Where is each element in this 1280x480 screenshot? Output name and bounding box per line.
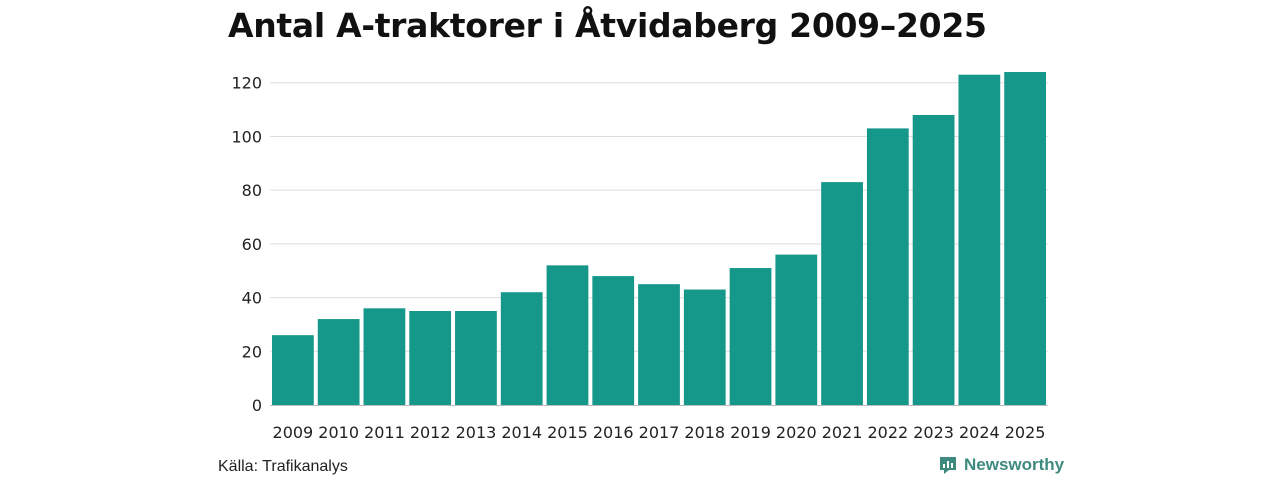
x-tick-label: 2020 bbox=[776, 423, 817, 442]
y-tick-label: 60 bbox=[242, 235, 262, 254]
bar-2011 bbox=[363, 308, 406, 405]
y-tick-label: 80 bbox=[242, 181, 262, 200]
brand-logo: Newsworthy bbox=[938, 455, 1064, 475]
bar-2017 bbox=[638, 284, 680, 405]
y-tick-label: 0 bbox=[252, 396, 262, 415]
x-tick-label: 2023 bbox=[913, 423, 954, 442]
bar-2009 bbox=[272, 335, 314, 405]
bar-2023 bbox=[912, 114, 955, 405]
bar-2024 bbox=[958, 74, 1001, 405]
newsworthy-logo-icon bbox=[940, 457, 956, 474]
bar-2013 bbox=[455, 311, 497, 405]
x-tick-label: 2015 bbox=[547, 423, 588, 442]
x-tick-label: 2024 bbox=[959, 423, 1000, 442]
x-tick-label: 2018 bbox=[684, 423, 725, 442]
bar-2012 bbox=[409, 311, 452, 405]
bar-2022 bbox=[866, 128, 909, 406]
x-tick-label: 2014 bbox=[501, 423, 542, 442]
bar-2016 bbox=[592, 276, 635, 405]
x-tick-label: 2016 bbox=[593, 423, 634, 442]
bar-2018 bbox=[683, 289, 726, 405]
x-tick-label: 2025 bbox=[1005, 423, 1046, 442]
x-tick-label: 2022 bbox=[867, 423, 908, 442]
bar-2010 bbox=[317, 319, 360, 405]
y-tick-label: 120 bbox=[231, 74, 262, 93]
x-tick-label: 2009 bbox=[273, 423, 314, 442]
y-tick-label: 40 bbox=[242, 289, 262, 308]
x-tick-label: 2011 bbox=[364, 423, 405, 442]
x-tick-label: 2012 bbox=[410, 423, 451, 442]
x-tick-label: 2021 bbox=[822, 423, 863, 442]
source-note: Källa: Trafikanalys bbox=[218, 458, 348, 475]
y-tick-label: 20 bbox=[242, 342, 262, 361]
x-tick-label: 2017 bbox=[639, 423, 680, 442]
bar-2020 bbox=[775, 254, 818, 405]
bar-2021 bbox=[821, 182, 863, 405]
brand-name: Newsworthy bbox=[964, 455, 1065, 474]
bar-2019 bbox=[729, 268, 772, 405]
y-tick-label: 100 bbox=[231, 127, 262, 146]
bar-2014 bbox=[500, 292, 543, 405]
x-tick-label: 2013 bbox=[456, 423, 497, 442]
chart-title: Antal A-traktorer i Åtvidaberg 2009–2025 bbox=[228, 6, 987, 45]
bar-2015 bbox=[546, 265, 589, 405]
x-tick-label: 2019 bbox=[730, 423, 771, 442]
x-tick-label: 2010 bbox=[318, 423, 359, 442]
bar-2025 bbox=[1004, 72, 1046, 405]
